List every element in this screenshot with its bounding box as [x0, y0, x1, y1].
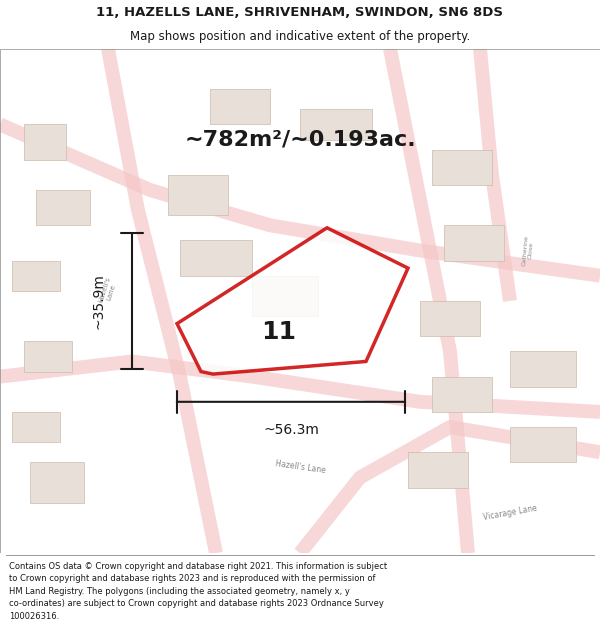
Polygon shape: [12, 261, 60, 291]
Polygon shape: [30, 462, 84, 503]
Polygon shape: [432, 377, 492, 412]
Polygon shape: [444, 225, 504, 261]
Text: 11, HAZELLS LANE, SHRIVENHAM, SWINDON, SN6 8DS: 11, HAZELLS LANE, SHRIVENHAM, SWINDON, S…: [97, 6, 503, 19]
Polygon shape: [24, 124, 66, 160]
Polygon shape: [24, 341, 72, 371]
Polygon shape: [420, 301, 480, 336]
Polygon shape: [510, 351, 576, 387]
Text: HM Land Registry. The polygons (including the associated geometry, namely x, y: HM Land Registry. The polygons (includin…: [9, 587, 350, 596]
Polygon shape: [252, 276, 318, 316]
Polygon shape: [432, 149, 492, 185]
Polygon shape: [12, 412, 60, 442]
Text: 100026316.: 100026316.: [9, 612, 59, 621]
Text: ~35.9m: ~35.9m: [92, 273, 106, 329]
Polygon shape: [408, 452, 468, 488]
Text: Contains OS data © Crown copyright and database right 2021. This information is : Contains OS data © Crown copyright and d…: [9, 562, 387, 571]
Text: ~56.3m: ~56.3m: [263, 422, 319, 436]
Text: to Crown copyright and database rights 2023 and is reproduced with the permissio: to Crown copyright and database rights 2…: [9, 574, 376, 583]
Polygon shape: [36, 190, 90, 225]
Text: Hazell's Lane: Hazell's Lane: [274, 459, 326, 476]
Polygon shape: [210, 89, 270, 124]
Text: Map shows position and indicative extent of the property.: Map shows position and indicative extent…: [130, 30, 470, 43]
Text: co-ordinates) are subject to Crown copyright and database rights 2023 Ordnance S: co-ordinates) are subject to Crown copyr…: [9, 599, 384, 609]
Polygon shape: [177, 228, 408, 374]
Polygon shape: [180, 241, 252, 276]
Text: Catherine
Close: Catherine Close: [521, 234, 535, 266]
Polygon shape: [168, 175, 228, 215]
Text: Vicarage Lane: Vicarage Lane: [482, 504, 538, 522]
Polygon shape: [300, 109, 372, 139]
Text: ~782m²/~0.193ac.: ~782m²/~0.193ac.: [184, 129, 416, 149]
Polygon shape: [510, 427, 576, 462]
Text: Hazell's
Lane: Hazell's Lane: [98, 276, 118, 306]
Text: 11: 11: [262, 319, 296, 344]
